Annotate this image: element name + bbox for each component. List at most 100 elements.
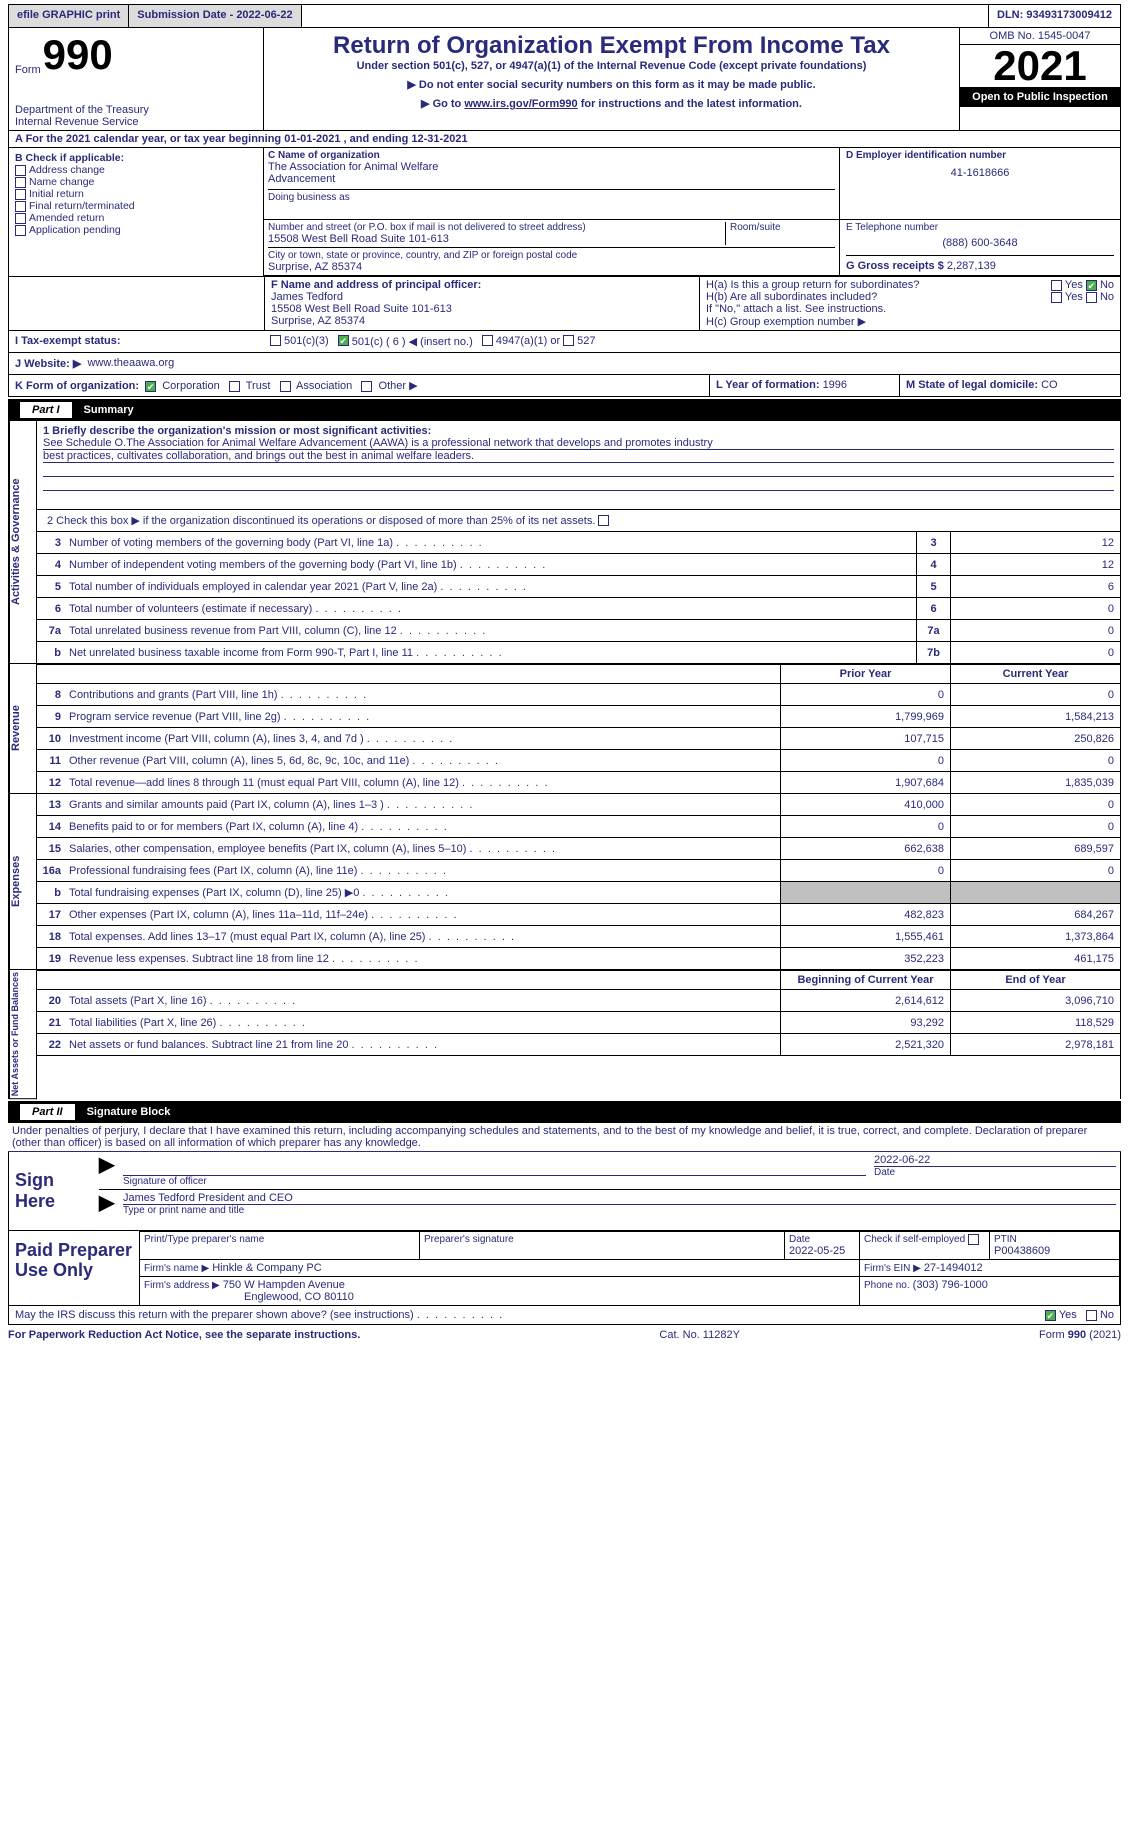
checkbox-initial-return[interactable] [15, 189, 26, 200]
checkbox-amended-return[interactable] [15, 213, 26, 224]
summary-row: 16aProfessional fundraising fees (Part I… [37, 860, 1120, 882]
checkbox-name-change[interactable] [15, 177, 26, 188]
hb-note: If "No," attach a list. See instructions… [706, 303, 1114, 315]
dln-field: DLN: 93493173009412 [988, 5, 1120, 27]
checkbox-discuss-no[interactable] [1086, 1310, 1097, 1321]
checkbox-ha-no[interactable]: ✔ [1086, 280, 1097, 291]
checkbox-discontinued[interactable] [598, 515, 609, 526]
label-typed-name: Type or print name and title [123, 1205, 1116, 1216]
checkbox-self-employed[interactable] [968, 1234, 979, 1245]
summary-row: 18Total expenses. Add lines 13–17 (must … [37, 926, 1120, 948]
tax-year: 2021 [960, 45, 1120, 87]
phone-value: (888) 600-3648 [846, 237, 1114, 249]
mission-line1: See Schedule O.The Association for Anima… [43, 437, 1114, 450]
expenses-section: Expenses 13Grants and similar amounts pa… [8, 794, 1121, 970]
paid-preparer-label: Paid Preparer Use Only [9, 1231, 139, 1305]
label-city: City or town, state or province, country… [268, 250, 835, 261]
side-label-net: Net Assets or Fund Balances [9, 970, 37, 1099]
ein-value: 41-1618666 [846, 167, 1114, 179]
col-prior-year: Prior Year [780, 665, 950, 683]
sign-here-label: Sign Here [9, 1152, 99, 1230]
discuss-row: May the IRS discuss this return with the… [8, 1306, 1121, 1325]
checkbox-527[interactable] [563, 335, 574, 346]
efile-graphic-print-button[interactable]: efile GRAPHIC print [9, 5, 129, 27]
ptin-value: P00438609 [994, 1245, 1115, 1257]
form-subtitle-3: ▶ Go to www.irs.gov/Form990 for instruct… [268, 97, 955, 110]
net-assets-section: Net Assets or Fund Balances Beginning of… [8, 970, 1121, 1099]
summary-row: 19Revenue less expenses. Subtract line 1… [37, 948, 1120, 970]
checkbox-discuss-yes[interactable]: ✔ [1045, 1310, 1056, 1321]
year-formation: 1996 [823, 379, 847, 391]
page-footer: For Paperwork Reduction Act Notice, see … [8, 1325, 1121, 1345]
officer-typed-name: James Tedford President and CEO [123, 1192, 1116, 1205]
summary-row: 20Total assets (Part X, line 16) 2,614,6… [37, 990, 1120, 1012]
summary-row: 14Benefits paid to or for members (Part … [37, 816, 1120, 838]
summary-row: 21Total liabilities (Part X, line 26) 93… [37, 1012, 1120, 1034]
paid-preparer-block: Paid Preparer Use Only Print/Type prepar… [8, 1231, 1121, 1306]
checkbox-application-pending[interactable] [15, 225, 26, 236]
row-a-tax-year: A For the 2021 calendar year, or tax yea… [8, 131, 1121, 148]
checkbox-hb-no[interactable] [1086, 292, 1097, 303]
summary-row: 12Total revenue—add lines 8 through 11 (… [37, 772, 1120, 794]
checkbox-corporation[interactable]: ✔ [145, 381, 156, 392]
officer-name: James Tedford [271, 291, 693, 303]
form-subtitle-2: ▶ Do not enter social security numbers o… [268, 78, 955, 91]
state-domicile: CO [1041, 379, 1058, 391]
col-end-year: End of Year [950, 971, 1120, 989]
form-header: Form 990 Department of the Treasury Inte… [8, 28, 1121, 131]
row-f-h: F Name and address of principal officer:… [8, 277, 1121, 331]
gross-value: 2,287,139 [947, 260, 996, 272]
org-name-1: The Association for Animal Welfare [268, 161, 835, 173]
firm-addr1: 750 W Hampden Avenue [223, 1279, 345, 1291]
firm-ein: 27-1494012 [924, 1262, 983, 1274]
checkbox-final-return[interactable] [15, 201, 26, 212]
summary-row: 7aTotal unrelated business revenue from … [37, 620, 1120, 642]
block-b-through-g: B Check if applicable: Address change Na… [8, 148, 1121, 277]
firm-addr2: Englewood, CO 80110 [244, 1291, 354, 1303]
form990-link[interactable]: www.irs.gov/Form990 [464, 98, 577, 110]
dept-line2: Internal Revenue Service [15, 116, 257, 128]
submission-date-button[interactable]: Submission Date - 2022-06-22 [129, 5, 301, 27]
label-sig-officer: Signature of officer [123, 1176, 866, 1187]
label-org-name: C Name of organization [268, 150, 835, 161]
summary-row: 3Number of voting members of the governi… [37, 532, 1120, 554]
side-label-revenue: Revenue [9, 664, 37, 794]
label-officer: F Name and address of principal officer: [271, 279, 481, 291]
summary-row: 17Other expenses (Part IX, column (A), l… [37, 904, 1120, 926]
label-ein: D Employer identification number [846, 150, 1006, 161]
checkbox-address-change[interactable] [15, 165, 26, 176]
part-ii-bar: Part II Signature Block [8, 1101, 1121, 1123]
checkbox-hb-yes[interactable] [1051, 292, 1062, 303]
activities-governance-section: Activities & Governance 1 Briefly descri… [8, 421, 1121, 664]
revenue-section: Revenue Prior Year Current Year 8Contrib… [8, 664, 1121, 794]
summary-row: 6Total number of volunteers (estimate if… [37, 598, 1120, 620]
summary-row: 22Net assets or fund balances. Subtract … [37, 1034, 1120, 1056]
sign-here-block: Sign Here ▶ Signature of officer 2022-06… [8, 1152, 1121, 1231]
sig-date-value: 2022-06-22 [874, 1154, 1116, 1167]
website-value: www.theaawa.org [87, 357, 174, 370]
part-i-bar: Part I Summary [8, 399, 1121, 421]
checkbox-501c3[interactable] [270, 335, 281, 346]
org-name-2: Advancement [268, 173, 835, 185]
checkbox-4947a1[interactable] [482, 335, 493, 346]
checkbox-trust[interactable] [229, 381, 240, 392]
checkbox-other[interactable] [361, 381, 372, 392]
label-ha: H(a) Is this a group return for subordin… [706, 279, 1051, 291]
column-b-checkboxes: B Check if applicable: Address change Na… [9, 148, 264, 276]
label-dba: Doing business as [268, 189, 835, 203]
row-i: I Tax-exempt status: 501(c)(3) ✔ 501(c) … [8, 331, 1121, 353]
checkbox-501c[interactable]: ✔ [338, 335, 349, 346]
summary-row: 5Total number of individuals employed in… [37, 576, 1120, 598]
perjury-statement: Under penalties of perjury, I declare th… [8, 1123, 1121, 1152]
summary-row: bTotal fundraising expenses (Part IX, co… [37, 882, 1120, 904]
summary-row: 11Other revenue (Part VIII, column (A), … [37, 750, 1120, 772]
checkbox-association[interactable] [280, 381, 291, 392]
open-to-public-inspection: Open to Public Inspection [960, 87, 1120, 107]
dept-line1: Department of the Treasury [15, 104, 257, 116]
checkbox-ha-yes[interactable] [1051, 280, 1062, 291]
label-gross: G Gross receipts $ [846, 260, 944, 272]
summary-row: 15Salaries, other compensation, employee… [37, 838, 1120, 860]
label-hc: H(c) Group exemption number ▶ [706, 315, 1114, 328]
side-label-expenses: Expenses [9, 794, 37, 970]
officer-addr2: Surprise, AZ 85374 [271, 315, 693, 327]
